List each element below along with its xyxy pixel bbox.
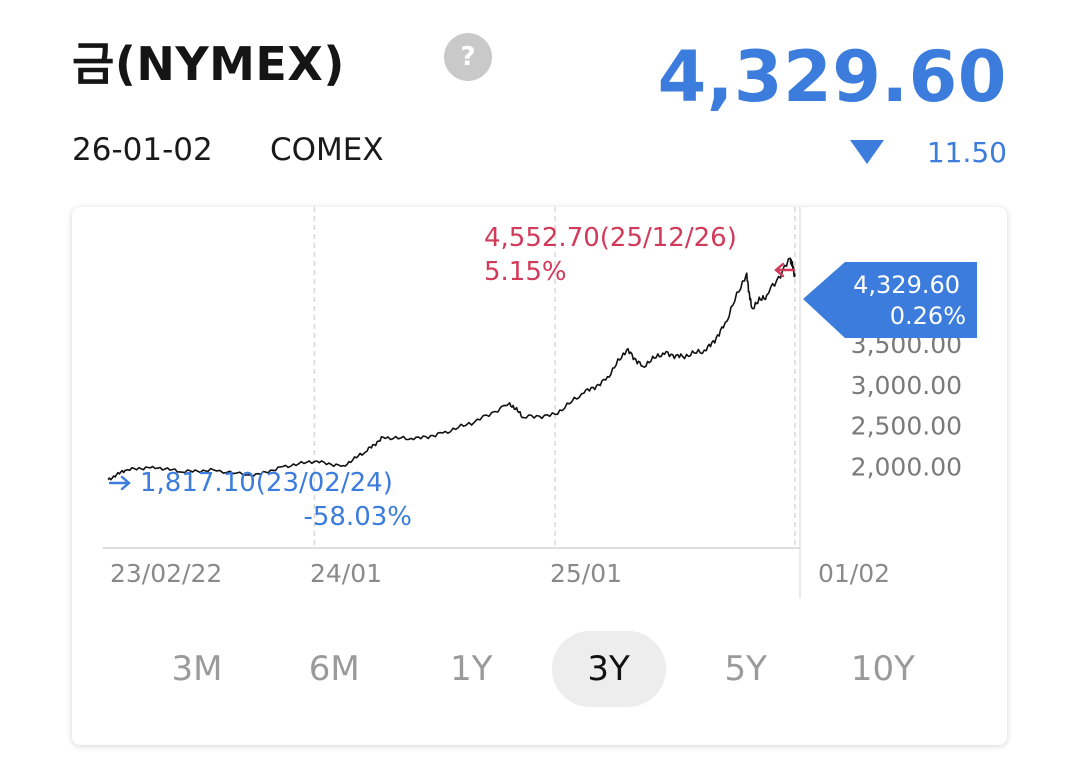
range-tab-5y[interactable]: 5Y [724, 649, 767, 689]
range-tab-10y[interactable]: 10Y [850, 649, 915, 689]
quote-date: 26-01-02 [72, 132, 213, 168]
current-price-callout [803, 262, 977, 338]
x-tick-label: 25/01 [550, 559, 622, 588]
high-value-label: 4,552.70(25/12/26) [484, 223, 737, 253]
x-tick-label: 24/01 [310, 559, 382, 588]
asset-title: 금(NYMEX) [72, 37, 345, 91]
y-tick-label: 2,000.00 [851, 452, 962, 481]
low-pct-label: -58.03% [303, 502, 412, 532]
range-tab-3y[interactable]: 3Y [551, 631, 666, 707]
high-pct-label: 5.15% [484, 257, 567, 287]
range-tab-1y[interactable]: 1Y [450, 649, 493, 689]
current-value-label: 4,329.60 [853, 271, 960, 299]
range-tab-3m[interactable]: 3M [171, 649, 223, 689]
help-icon[interactable]: ? [444, 33, 492, 81]
x-tick-label: 23/02/22 [110, 559, 222, 588]
down-triangle-icon [850, 140, 884, 164]
range-selector: 3M 6M 1Y 3Y 5Y 10Y [140, 631, 940, 707]
range-tab-6m[interactable]: 6M [308, 649, 360, 689]
x-tick-label: 01/02 [818, 559, 890, 588]
arrow-right-icon [108, 475, 131, 491]
low-value-label: 1,817.10(23/02/24) [140, 468, 393, 498]
y-tick-label: 3,000.00 [851, 371, 962, 400]
price-change: 11.50 [926, 136, 1007, 169]
exchange-name: COMEX [270, 132, 384, 168]
y-tick-label: 2,500.00 [851, 412, 962, 441]
current-price: 4,329.60 [657, 36, 1007, 118]
arrow-left-icon [774, 262, 796, 278]
current-pct-label: 0.26% [890, 302, 966, 330]
price-series-line [107, 257, 796, 481]
